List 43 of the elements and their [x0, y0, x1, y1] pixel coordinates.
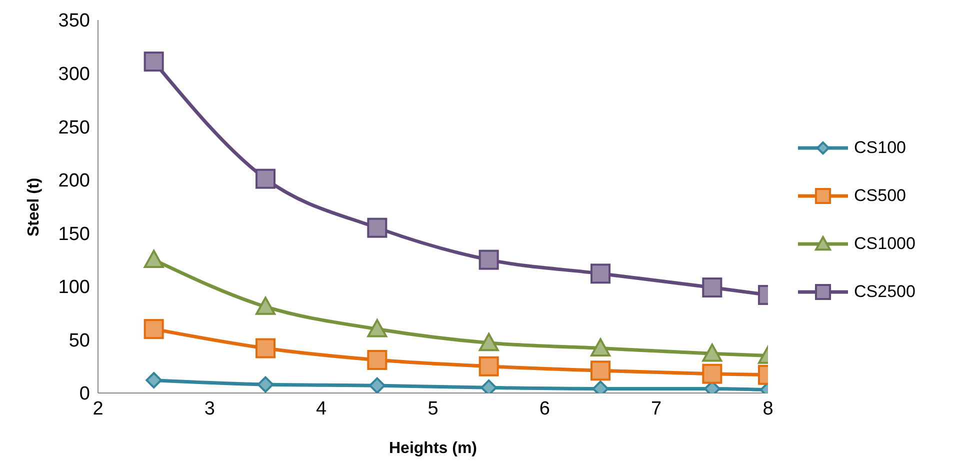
y-tick-label: 250 [58, 117, 90, 138]
point [146, 372, 162, 388]
point [478, 332, 499, 352]
x-tick-label: 6 [539, 398, 550, 420]
point [256, 168, 276, 189]
x-tick-label: 4 [316, 398, 328, 420]
point [144, 250, 164, 268]
point [257, 376, 274, 393]
point [367, 350, 388, 370]
y-tick-label: 50 [68, 330, 90, 352]
x-tick-label: 7 [651, 398, 662, 420]
legend-label: CS1000 [854, 234, 916, 254]
x-tick-label: 5 [428, 398, 438, 420]
point [256, 296, 276, 315]
y-tick-label: 200 [58, 170, 90, 192]
point [480, 379, 498, 393]
y-tick-label: 100 [58, 277, 90, 298]
legend-label: CS500 [854, 186, 906, 206]
point [590, 338, 610, 356]
y-tick-label: 300 [58, 64, 90, 86]
point [367, 218, 388, 238]
point [590, 264, 610, 284]
point [144, 319, 164, 340]
x-tick-label: 3 [204, 398, 215, 420]
y-axis-title: Steel (t) [26, 178, 43, 236]
point [478, 356, 499, 376]
y-tick-label: 350 [58, 10, 90, 32]
x-tick-label: 8 [762, 398, 774, 420]
y-tick-label: 0 [79, 384, 90, 405]
point [144, 52, 164, 72]
legend-label: CS2500 [854, 282, 916, 302]
point [590, 360, 610, 381]
point [256, 338, 276, 358]
point [702, 364, 722, 384]
legend-label: CS100 [854, 138, 906, 158]
point [702, 344, 722, 362]
y-tick-label: 150 [58, 224, 90, 245]
point [367, 319, 388, 338]
point [368, 377, 386, 393]
point [702, 277, 722, 298]
point [478, 250, 499, 270]
x-tick-label: 2 [92, 398, 104, 420]
x-axis-title: Heights (m) [389, 440, 477, 457]
